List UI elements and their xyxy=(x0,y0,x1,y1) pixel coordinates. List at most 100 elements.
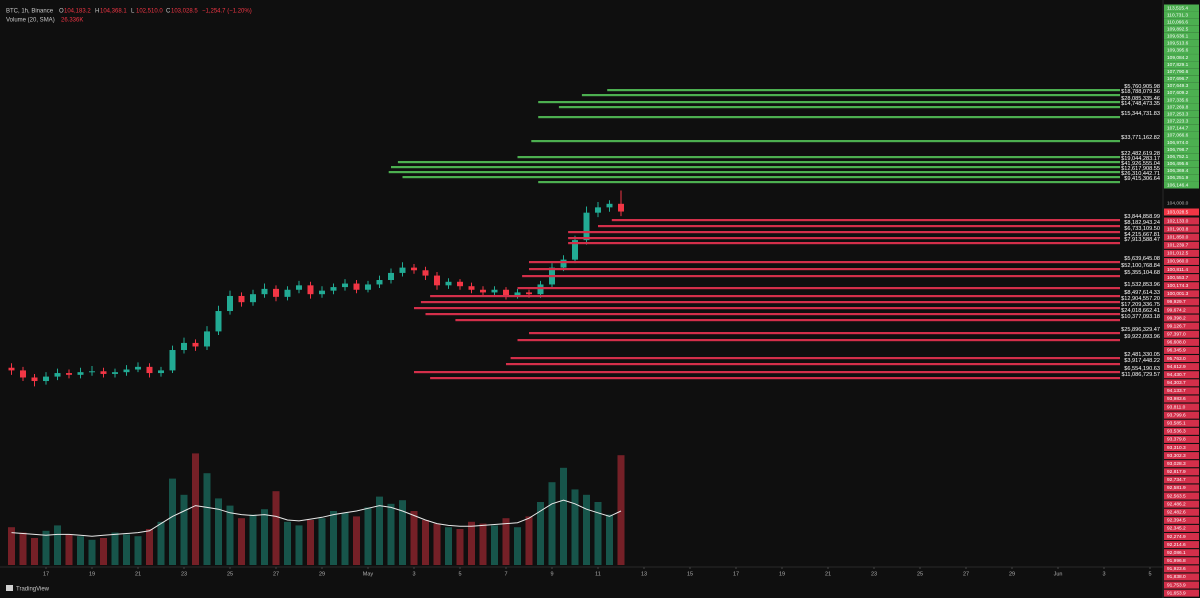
volume-bar xyxy=(238,518,245,565)
red-price-label: 99,674.2 xyxy=(1167,307,1186,313)
x-tick-label: 27 xyxy=(273,571,279,577)
green-price-label: 106,798.7 xyxy=(1167,147,1189,153)
green-price-label-box xyxy=(1164,167,1199,175)
change: −1,254.7 (−1.20%) xyxy=(202,9,252,15)
current-price-label-box xyxy=(1164,208,1199,216)
green-price-label: 107,609.2 xyxy=(1167,90,1189,96)
candle-body xyxy=(411,267,417,271)
level-label: $5,355,104.68 xyxy=(1124,270,1160,276)
red-price-label: 93,536.3 xyxy=(1167,429,1186,435)
candle-body xyxy=(307,285,314,295)
candle-body xyxy=(560,259,567,268)
volume-bar xyxy=(169,478,176,565)
candle-body xyxy=(146,366,153,374)
red-price-label: 92,581.9 xyxy=(1167,485,1186,491)
green-price-label: 110,731.3 xyxy=(1167,12,1188,18)
candle-body xyxy=(227,295,233,312)
red-price-label-box xyxy=(1164,533,1199,541)
candle-body xyxy=(330,287,337,291)
level-line xyxy=(568,231,1120,234)
candle-body xyxy=(215,311,222,332)
level-line xyxy=(402,176,1120,179)
red-price-label: 92,214.6 xyxy=(1167,542,1186,548)
volume-bar xyxy=(330,511,337,565)
volume-bar xyxy=(341,512,349,565)
volume-bar xyxy=(100,538,107,565)
x-tick-label: 21 xyxy=(825,571,831,577)
red-price-label-box xyxy=(1164,581,1199,589)
red-price-label-box xyxy=(1164,444,1199,452)
green-price-label-box xyxy=(1164,39,1199,47)
volume-bar xyxy=(249,514,257,565)
volume-bar xyxy=(456,529,464,565)
candle-body xyxy=(135,366,141,370)
red-price-label: 92,734.7 xyxy=(1167,477,1186,483)
volume-pane xyxy=(8,453,625,565)
x-tick-label: 17 xyxy=(43,571,49,577)
level-line xyxy=(397,161,1120,164)
brand: TradingView xyxy=(6,585,50,593)
l-value: 102,510.0 xyxy=(136,9,163,15)
red-price-label-box xyxy=(1164,419,1199,427)
red-price-label: 102,133.0 xyxy=(1167,218,1189,224)
red-price-label: 92,345.2 xyxy=(1167,526,1186,532)
green-price-label-box xyxy=(1164,82,1199,90)
level-line xyxy=(430,377,1121,380)
x-tick-label: 29 xyxy=(1009,571,1015,577)
red-price-label-box xyxy=(1164,435,1199,443)
red-price-label-box xyxy=(1164,452,1199,460)
c-value: 103,028.5 xyxy=(171,9,198,15)
red-price-label-box xyxy=(1164,233,1199,241)
red-price-label: 99,398.2 xyxy=(1167,315,1186,321)
level-line xyxy=(568,237,1120,240)
green-price-label-box xyxy=(1164,46,1199,54)
red-price-label-box xyxy=(1164,492,1199,500)
red-price-label: 94,303.7 xyxy=(1167,380,1186,386)
red-price-label-box xyxy=(1164,217,1199,225)
level-label: $28,085,335.46 xyxy=(1121,96,1160,102)
green-price-label-box xyxy=(1164,117,1199,125)
volume-bar xyxy=(272,491,280,565)
candle-body xyxy=(100,371,107,374)
green-price-label: 106,752.1 xyxy=(1167,154,1189,160)
volume-bar xyxy=(203,473,211,565)
volume-bar xyxy=(410,511,418,565)
candle-body xyxy=(365,284,371,290)
red-price-label: 95,763.0 xyxy=(1167,356,1186,362)
x-tick-label: 5 xyxy=(1148,571,1151,577)
level-label: $25,896,329.47 xyxy=(1121,327,1160,333)
candle-body xyxy=(77,372,84,375)
level-line xyxy=(517,339,1120,342)
h-value: 104,368.1 xyxy=(100,9,127,15)
candle-body xyxy=(89,371,95,373)
level-label: $5,639,645.08 xyxy=(1124,256,1160,262)
x-tick-label: 25 xyxy=(227,571,233,577)
level-label: $7,913,588.47 xyxy=(1124,237,1160,243)
candle-body xyxy=(503,289,509,296)
volume-bar xyxy=(376,496,383,565)
level-line xyxy=(420,301,1120,304)
legend: BTC, 1h, Binance O 104,183.2 H 104,368.1… xyxy=(6,9,252,24)
red-price-label: 92,563.5 xyxy=(1167,493,1186,499)
level-line xyxy=(558,106,1120,109)
x-tick-label: May xyxy=(363,571,374,577)
red-price-label: 96,345.9 xyxy=(1167,348,1186,354)
volume-bar xyxy=(525,516,533,565)
volume-bar xyxy=(537,502,544,565)
green-price-label: 106,974.0 xyxy=(1167,140,1189,146)
red-price-label: 101,012.5 xyxy=(1167,251,1189,257)
level-line xyxy=(522,275,1120,278)
green-price-label: 107,253.3 xyxy=(1167,111,1189,117)
green-price-label-box xyxy=(1164,153,1199,161)
candle-body xyxy=(422,270,429,276)
level-line xyxy=(568,242,1120,245)
level-label: $11,086,729.57 xyxy=(1122,372,1160,378)
l-label: L xyxy=(131,9,135,15)
level-label: $17,209,336.75 xyxy=(1121,302,1160,308)
candle-body xyxy=(54,373,61,377)
green-price-label: 107,790.6 xyxy=(1167,69,1189,75)
red-price-label-box xyxy=(1164,346,1199,354)
red-price-label-box xyxy=(1164,257,1199,265)
red-price-label: 91,996.8 xyxy=(1167,558,1186,564)
red-price-label: 92,817.9 xyxy=(1167,469,1186,475)
